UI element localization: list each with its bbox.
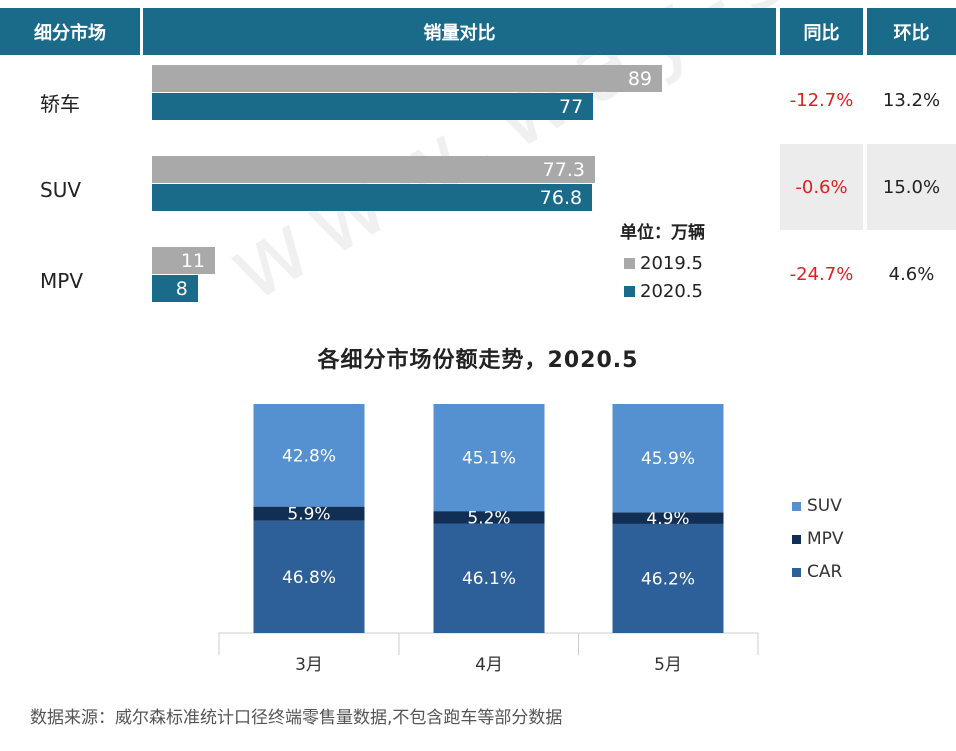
- unit-label: 单位：万辆: [620, 223, 705, 243]
- legend-swatch: [624, 286, 635, 297]
- bar-car-1: [253, 520, 365, 633]
- car-mom: 13.2%: [882, 89, 941, 111]
- header-sales-compare: 销量对比: [143, 8, 776, 55]
- bar-car-3: [612, 523, 724, 633]
- data-label-mpv: 4.9%: [646, 509, 689, 529]
- bar-mpv-3: [612, 512, 724, 524]
- bar-suv-1: [253, 404, 365, 507]
- data-label-mpv: 5.9%: [287, 505, 330, 525]
- legend-item-2019: 2019.5: [624, 253, 703, 274]
- suv-yoy-shade: [780, 144, 863, 230]
- header-yoy: 同比: [780, 8, 863, 55]
- row-label-car: 轿车: [40, 92, 80, 116]
- legend-item-mpv: MPV: [792, 529, 844, 549]
- bar-suv-2019: 77.3: [152, 156, 595, 183]
- bar-car-2: [433, 523, 545, 633]
- data-label-suv: 42.8%: [282, 446, 336, 466]
- legend-label: 2020.5: [640, 281, 703, 302]
- row-label-mpv: MPV: [40, 269, 83, 293]
- bar-label: 11: [180, 249, 206, 272]
- legend-label: MPV: [807, 529, 844, 549]
- bar-car-2020: 77: [152, 93, 594, 120]
- bar-label: 8: [175, 277, 188, 300]
- legend-swatch: [792, 567, 801, 577]
- suv-mom: 15.0%: [882, 176, 941, 198]
- legend-swatch: [792, 534, 801, 544]
- data-label-car: 46.2%: [641, 569, 695, 589]
- data-label-suv: 45.1%: [462, 449, 516, 469]
- legend-swatch: [624, 258, 635, 269]
- bar-suv-2020: 76.8: [152, 184, 593, 211]
- legend-item-suv: SUV: [792, 496, 842, 516]
- legend-label: SUV: [807, 496, 842, 516]
- bar-mpv-2020: 8: [152, 275, 198, 302]
- legend-swatch: [792, 501, 801, 511]
- bar-mpv-2019: 11: [152, 247, 216, 274]
- bar-suv-3: [612, 404, 724, 513]
- x-tick-label: 4月: [475, 655, 503, 675]
- bar-mpv-2: [433, 511, 545, 524]
- data-label-car: 46.1%: [462, 569, 516, 589]
- stacked-chart: 46.8% 5.9% 42.8% 3月 46.1% 5.2% 45.1% 4月 46.2% 4.9…: [218, 404, 759, 675]
- bar-label: 77.3: [542, 158, 585, 181]
- bar-label: 77: [559, 95, 584, 118]
- data-label-car: 46.8%: [282, 568, 336, 588]
- bar-label: 89: [627, 67, 652, 90]
- data-label-suv: 45.9%: [641, 449, 695, 469]
- bar-car-2019: 89: [152, 65, 662, 92]
- data-source-note: 数据来源：威尔森标准统计口径终端零售量数据,不包含跑车等部分数据: [30, 708, 563, 728]
- legend-label: CAR: [807, 562, 843, 582]
- header-segment: 细分市场: [0, 8, 140, 55]
- suv-mom-shade: [867, 144, 956, 230]
- legend-item-car: CAR: [792, 562, 842, 582]
- legend-item-2020: 2020.5: [624, 281, 703, 302]
- mpv-yoy: -24.7%: [789, 263, 854, 285]
- suv-yoy: -0.6%: [795, 176, 848, 198]
- chart-title: 各细分市场份额走势，2020.5: [317, 348, 639, 373]
- car-yoy: -12.7%: [789, 89, 854, 111]
- bar-label: 76.8: [539, 186, 583, 209]
- header-mom: 环比: [867, 8, 956, 55]
- row-label-suv: SUV: [40, 178, 82, 202]
- legend-label: 2019.5: [640, 253, 703, 274]
- data-label-mpv: 5.2%: [467, 508, 510, 528]
- x-tick-label: 5月: [654, 655, 682, 675]
- x-tick-label: 3月: [295, 655, 323, 675]
- bar-mpv-1: [253, 506, 365, 521]
- mpv-mom: 4.6%: [888, 263, 935, 285]
- bar-suv-2: [433, 404, 545, 512]
